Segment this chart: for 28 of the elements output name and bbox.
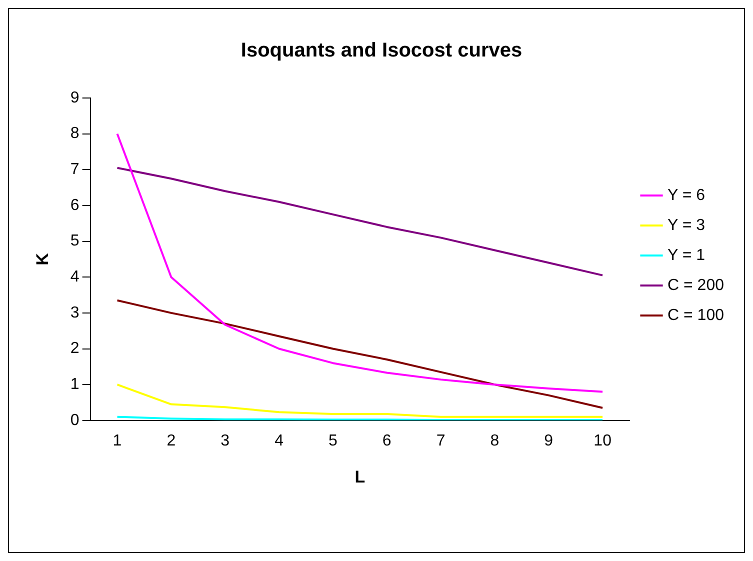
x-tick-label: 2: [166, 432, 176, 450]
legend-label: Y = 3: [668, 216, 706, 234]
y-axis-title: K: [32, 252, 52, 266]
y-tick-label: 1: [70, 376, 80, 393]
x-tick-label: 10: [594, 432, 612, 450]
y-tick-label: 6: [70, 196, 80, 214]
x-tick-label: 8: [490, 432, 500, 450]
y-tick-label: 7: [70, 161, 80, 178]
x-tick-label: 6: [382, 432, 392, 450]
chart-title: Isoquants and Isocost curves: [240, 40, 522, 62]
y-tick-label: 5: [70, 232, 80, 250]
y-tick-label: 9: [70, 89, 80, 106]
x-tick-label: 4: [274, 432, 284, 450]
y-tick-label: 2: [70, 340, 80, 358]
x-tick-label: 1: [112, 432, 122, 450]
y-tick-label: 4: [70, 268, 80, 286]
x-tick-label: 7: [436, 432, 446, 450]
x-axis-title: L: [354, 467, 366, 486]
x-tick-label: 5: [328, 432, 338, 450]
y-tick-label: 3: [70, 304, 80, 322]
y-tick-label: 0: [70, 412, 80, 429]
legend-label: Y = 6: [668, 186, 706, 204]
y-tick-label: 8: [70, 125, 80, 142]
legend-label: C = 100: [668, 306, 724, 324]
x-tick-label: 3: [220, 432, 230, 450]
legend-label: C = 200: [668, 276, 724, 294]
legend-label: Y = 1: [668, 246, 706, 264]
x-tick-label: 9: [544, 432, 554, 450]
